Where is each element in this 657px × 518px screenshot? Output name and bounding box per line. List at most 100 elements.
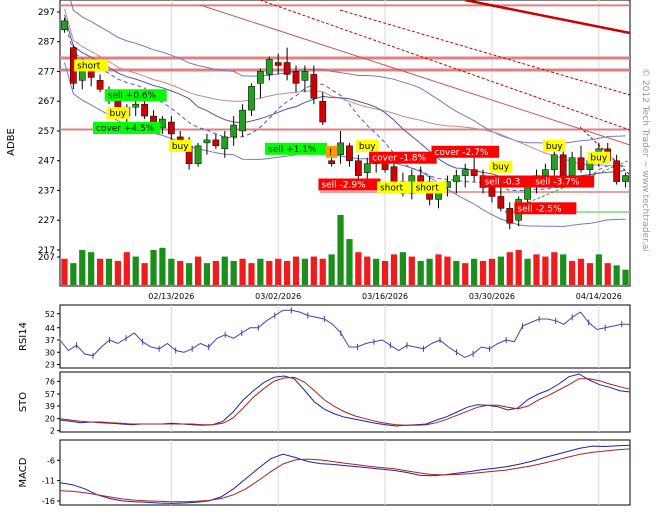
volume-bar (132, 256, 139, 285)
volume-bar (346, 239, 353, 285)
indicator-label: STO (18, 392, 29, 412)
signal-label: cover -1.8% (372, 154, 426, 164)
signal-label: sell -0.3 (485, 178, 521, 188)
date-tick-label: 04/14/2026 (576, 292, 622, 301)
volume-bar (230, 260, 237, 285)
downtrend-line (579, 126, 631, 176)
volume-bar (177, 260, 184, 285)
volume-bar (488, 258, 496, 285)
moving-average-line (64, 20, 626, 191)
volume-bar (604, 263, 611, 285)
signal-label-box (318, 178, 381, 191)
macd-signal-line (59, 448, 631, 503)
candle-body (248, 86, 255, 111)
volume-bar (524, 258, 531, 285)
indicator-tick-label: 20 (45, 415, 55, 424)
volume-bar (283, 260, 291, 285)
volume-bar (310, 256, 317, 285)
volume-bar (577, 258, 585, 285)
indicator-tick-label: -16 (42, 497, 55, 506)
volume-bar (203, 263, 211, 285)
bollinger-lower-line (64, 62, 626, 228)
candle-body (461, 169, 469, 176)
volume-bar (435, 254, 442, 285)
candle-body (239, 109, 246, 132)
ticker-label: ADBE (6, 128, 17, 156)
volume-bar (292, 256, 300, 285)
volume-bar (390, 254, 398, 285)
downtrend-line (339, 9, 631, 96)
indicator-panel-frame (59, 371, 631, 433)
signal-label: cover -2.7% (434, 148, 488, 158)
volume-bar (568, 260, 576, 285)
volume-bar (515, 250, 522, 285)
volume-bar (168, 258, 175, 285)
candle-body (613, 160, 621, 182)
signal-label: sell -2.9% (321, 181, 366, 191)
volume-bar (141, 263, 148, 285)
volume-bar (471, 258, 478, 285)
indicator-tick-label: 37 (45, 336, 55, 345)
candle-body (257, 71, 264, 84)
signal-label-box (532, 175, 595, 188)
volume-bar (373, 258, 380, 285)
price-tick-label: 257 (38, 127, 55, 137)
candle-body (61, 20, 68, 31)
indicator-tick-label: -6 (47, 456, 55, 465)
candle-body (622, 175, 629, 182)
indicator-tick-label: 30 (45, 348, 55, 357)
candle-body (506, 208, 514, 224)
price-tick-label: 227 (38, 216, 55, 226)
indicator-tick-label: 39 (45, 402, 55, 411)
volume-bar (61, 258, 68, 285)
candle-body (550, 154, 558, 170)
candle-body (354, 160, 362, 176)
signal-label-box (369, 151, 437, 164)
signal-label: cover +4.5% (96, 124, 155, 134)
signal-label-box (265, 142, 328, 155)
volume-bar (408, 256, 415, 285)
volume-bar (595, 254, 602, 285)
volume-bar (551, 252, 558, 285)
signal-label-box (489, 160, 513, 173)
signal-label-box (514, 202, 577, 215)
candle-body (132, 103, 140, 108)
volume-bar (355, 252, 362, 285)
candle-body (577, 157, 585, 170)
volume-bar (462, 263, 469, 285)
signal-label: buy (492, 163, 509, 173)
volume-bar (381, 260, 389, 285)
signal-label: sell -3.7% (535, 178, 580, 188)
volume-bar (560, 254, 567, 285)
candle-body (141, 103, 148, 117)
signal-label: sell +1.1% (268, 145, 317, 155)
volume-bar (533, 254, 540, 285)
candle-body (363, 163, 371, 173)
signal-label-box (92, 121, 161, 134)
candle-body (221, 136, 229, 150)
indicator-panel-frame (59, 439, 631, 506)
price-tick-label: 267 (38, 97, 55, 107)
indicator-tick-label: 23 (45, 361, 55, 370)
signal-label: sell -2.5% (517, 204, 562, 214)
volume-bar (248, 263, 255, 285)
signal-label: short (416, 183, 440, 193)
macd-line (59, 444, 631, 504)
candle-body (497, 196, 505, 209)
volume-bar (542, 256, 549, 285)
candle-body (194, 145, 202, 164)
date-tick-label: 03/02/2026 (255, 292, 301, 301)
date-tick-label: 03/30/2026 (469, 292, 515, 301)
volume-bar (301, 258, 309, 285)
stochastic-d-line (59, 376, 631, 426)
signal-label-box (542, 139, 566, 152)
candle-body (203, 139, 211, 144)
volume-bar (453, 260, 460, 285)
downtrend-line (259, 0, 631, 131)
volume-bar (622, 269, 629, 285)
volume-bar (328, 254, 335, 285)
volume-bar (479, 260, 487, 285)
candle-body (283, 62, 291, 75)
volume-bar (186, 263, 193, 285)
candle-body (274, 62, 282, 66)
